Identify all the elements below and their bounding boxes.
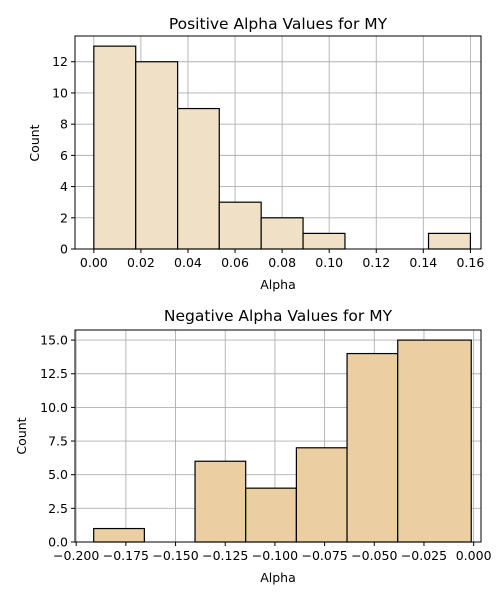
negative-alpha-histogram: −0.200 −0.175 −0.150 −0.125 −0.100 −0.075 −0.0… [14,307,492,585]
x-tick-label: −0.050 [351,548,397,563]
y-axis-label: Count [27,124,42,161]
histogram-bar [260,217,304,250]
histogram-bar [245,487,297,543]
x-tick-label: 0.10 [315,255,343,270]
histogram-bar [93,527,145,543]
chart-title: Positive Alpha Values for MY [169,15,388,33]
chart-title: Negative Alpha Values for MY [164,307,393,325]
histogram-bar [93,45,137,250]
histogram-bar [346,352,399,543]
x-tick-label: −0.150 [152,548,198,563]
histogram-bar [397,339,472,543]
y-tick-label: 12.5 [40,366,68,381]
y-tick-label: 2.5 [48,501,68,516]
y-tick-label: 6 [60,148,68,163]
x-tick-label: −0.075 [301,548,347,563]
x-tick-label: −0.175 [103,548,149,563]
histogram-bar [194,460,247,543]
histogram-bar [427,232,472,250]
y-tick-label: 5.0 [48,467,68,482]
x-axis-label: Alpha [260,277,296,292]
y-tick-label: 0.0 [48,535,68,550]
y-tick-label: 12 [52,54,68,69]
axes-frame [74,35,482,250]
x-tick-label: −0.200 [53,548,99,563]
y-tick-label: 7.5 [48,434,68,449]
y-tick-label: 8 [60,117,68,132]
y-axis-label: Count [14,417,29,454]
x-tick-label: 0.04 [174,255,202,270]
axes-frame [74,329,482,543]
positive-alpha-histogram: 0.00 0.02 0.04 0.06 0.08 0.10 0.12 0.14 0.16 0 2 4 6… [27,15,484,292]
x-tick-label: −0.025 [401,548,447,563]
x-tick-label: 0.12 [362,255,390,270]
x-tick-label: 0.000 [456,548,492,563]
y-tick-label: 15.0 [40,333,68,348]
x-axis-label: Alpha [260,570,296,585]
histogram-bar [218,201,262,250]
x-tick-label: 0.08 [268,255,296,270]
histogram-bar [302,232,346,250]
x-tick-label: −0.125 [202,548,248,563]
x-tick-label: 0.14 [409,255,437,270]
x-tick-label: 0.00 [80,255,108,270]
histogram-bar [177,107,220,250]
y-tick-label: 2 [60,210,68,225]
y-tick-label: 4 [60,179,68,194]
x-tick-label: 0.02 [127,255,155,270]
histogram-bar [295,447,348,543]
x-tick-label: 0.06 [221,255,249,270]
x-tick-label: −0.100 [252,548,298,563]
y-tick-label: 10.0 [40,400,68,415]
histogram-bar [135,61,179,250]
y-tick-label: 0 [60,242,68,257]
y-tick-label: 10 [52,85,68,100]
x-tick-label: 0.16 [456,255,484,270]
